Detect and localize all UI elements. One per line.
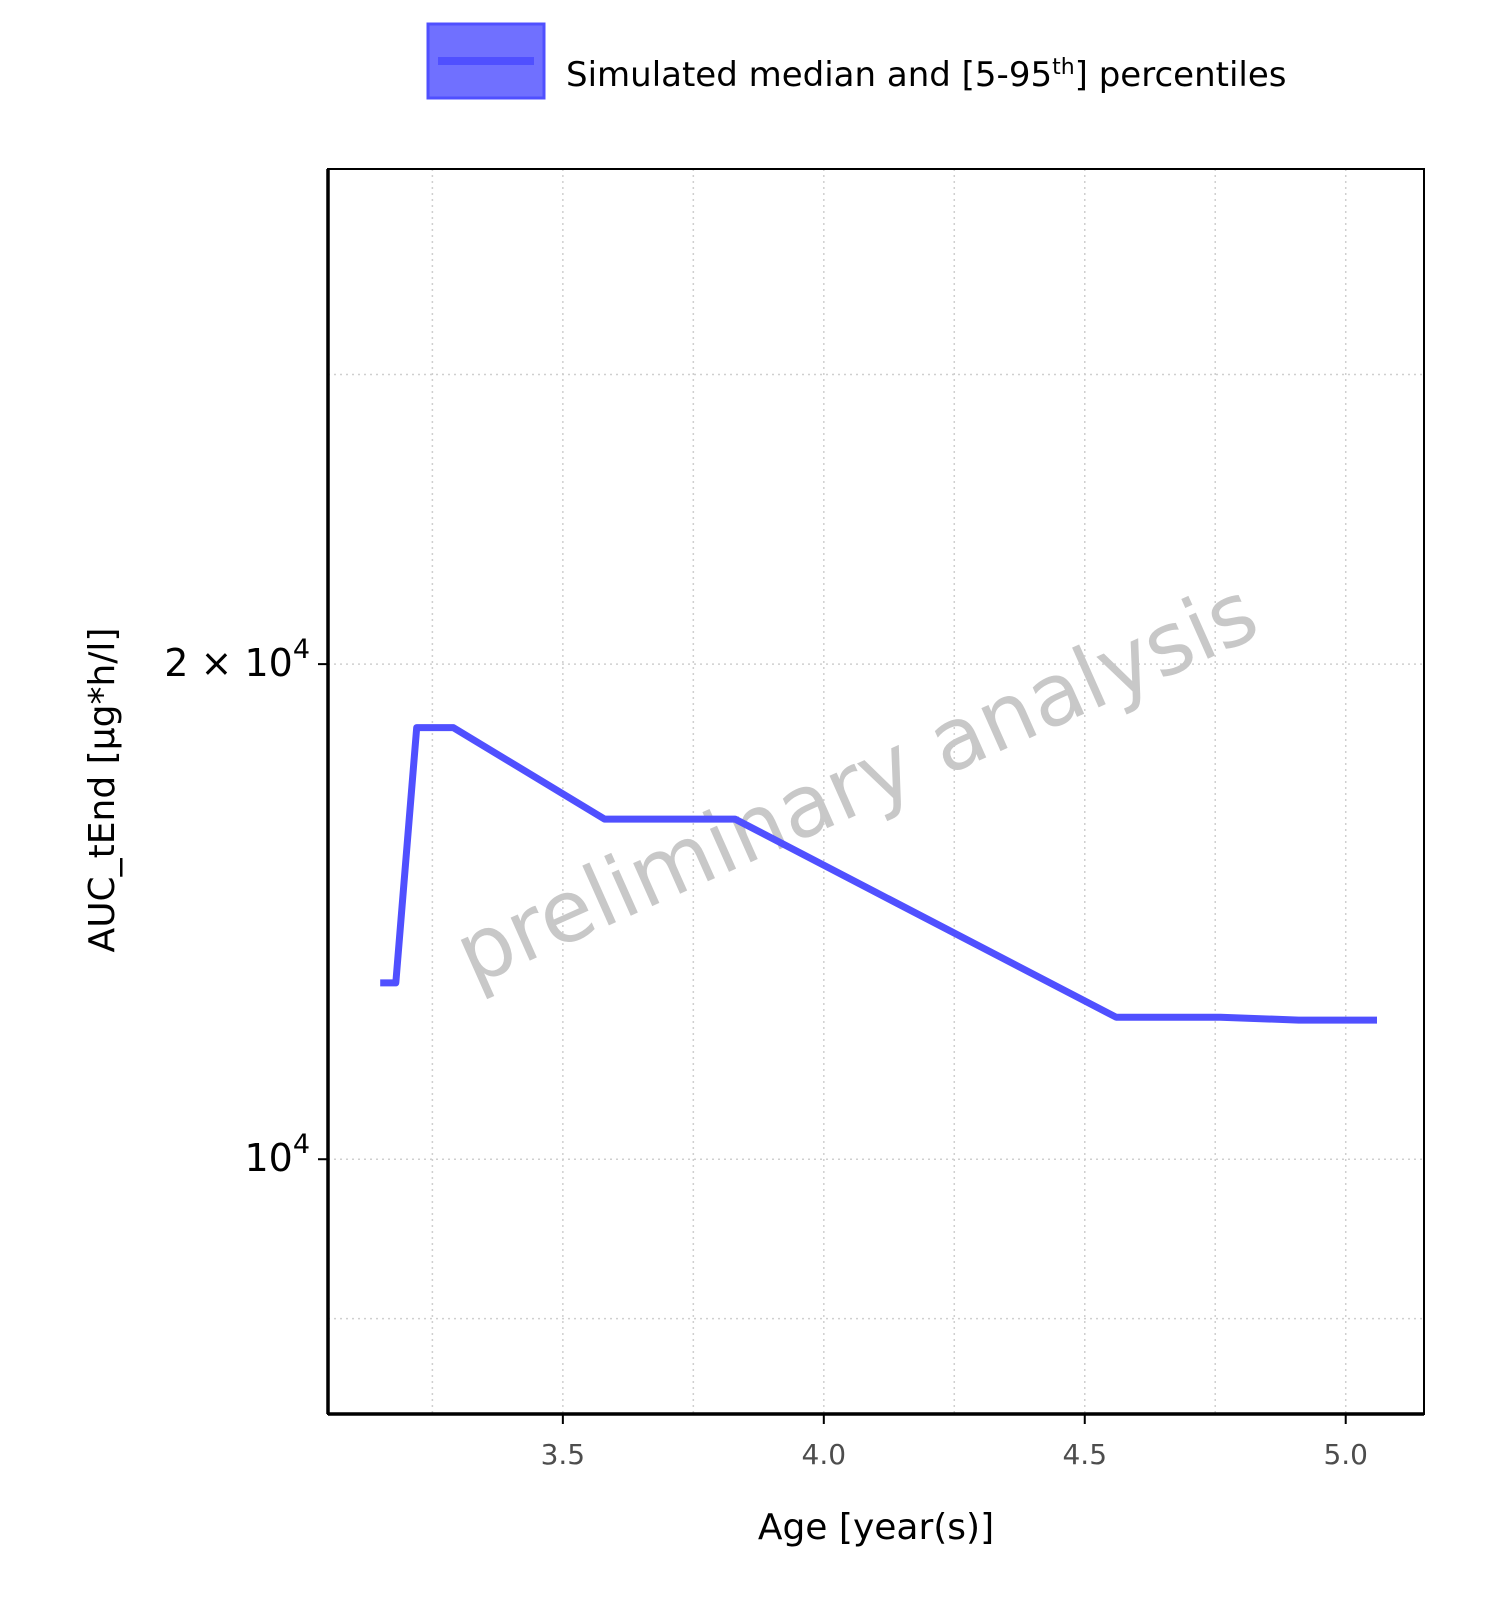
x-ticks: 3.5 4.0 4.5 5.0 xyxy=(541,1414,1368,1471)
y-tick-label: 2 × 104 xyxy=(164,634,310,685)
y-axis-title: AUC_tEnd [µg*h/l] xyxy=(82,628,123,953)
x-tick-label: 4.0 xyxy=(802,1438,847,1471)
x-tick-label: 5.0 xyxy=(1323,1438,1368,1471)
legend: Simulated median and [5-95th] percentile… xyxy=(426,22,1286,100)
series-layer xyxy=(380,724,1377,1024)
y-tick-label: 104 xyxy=(244,1129,310,1180)
series-line xyxy=(380,724,1377,1024)
y-ticks: 2 × 104 104 xyxy=(164,634,328,1180)
x-tick-label: 4.5 xyxy=(1062,1438,1107,1471)
x-axis-title: Age [year(s)] xyxy=(758,1507,994,1548)
legend-label: Simulated median and [5-95th] percentile… xyxy=(566,55,1286,95)
gridlines xyxy=(328,169,1424,1414)
x-tick-label: 3.5 xyxy=(541,1438,586,1471)
watermark: preliminary analysis xyxy=(441,562,1272,1005)
